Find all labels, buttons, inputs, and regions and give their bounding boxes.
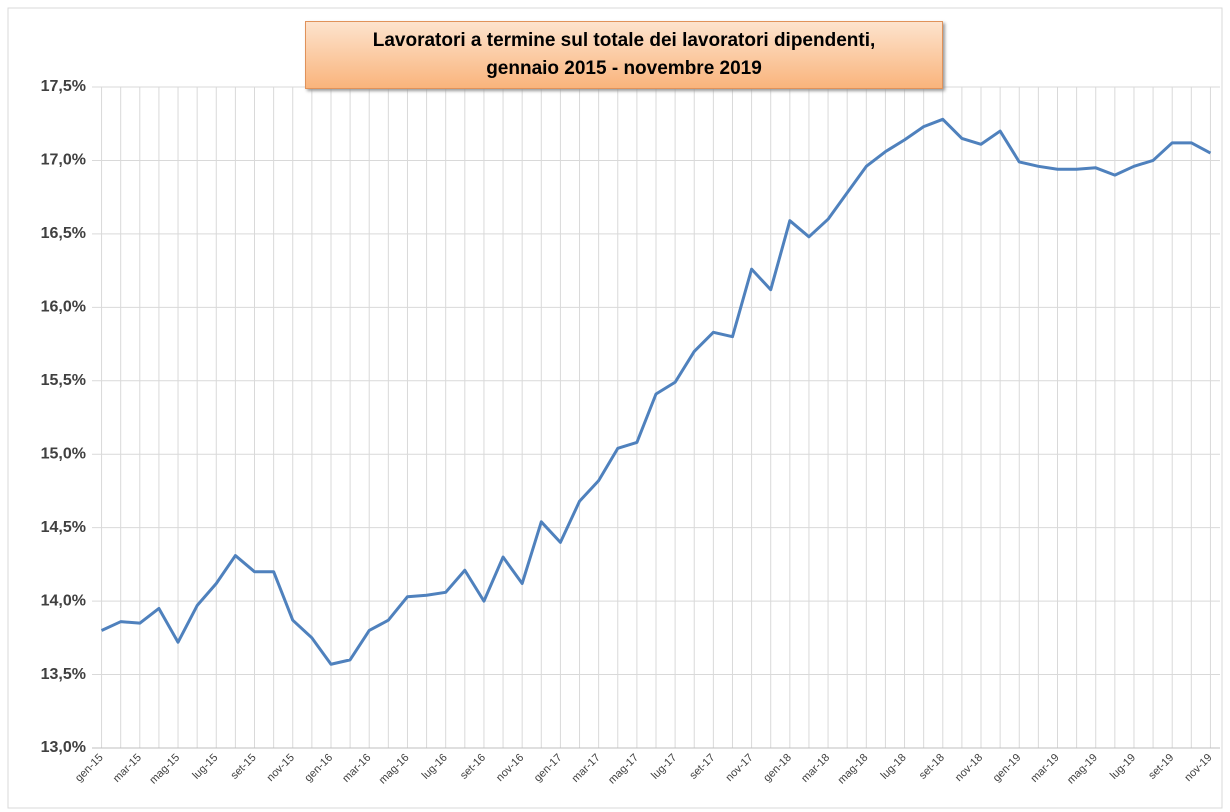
y-tick-label: 16,5% xyxy=(41,225,86,242)
y-tick-label: 13,5% xyxy=(41,666,86,683)
y-tick-label: 16,0% xyxy=(41,299,86,316)
series-line xyxy=(100,117,1212,666)
y-tick-label: 14,0% xyxy=(41,592,86,609)
chart-title: Lavoratori a termine sul totale dei lavo… xyxy=(305,21,943,89)
y-tick-label: 15,0% xyxy=(41,445,86,462)
y-tick-label: 17,5% xyxy=(41,78,86,95)
y-tick-label: 13,0% xyxy=(41,739,86,756)
chart-frame xyxy=(7,7,1223,809)
y-tick-label: 17,0% xyxy=(41,152,86,169)
y-tick-label: 14,5% xyxy=(41,519,86,536)
y-tick-label: 15,5% xyxy=(41,372,86,389)
